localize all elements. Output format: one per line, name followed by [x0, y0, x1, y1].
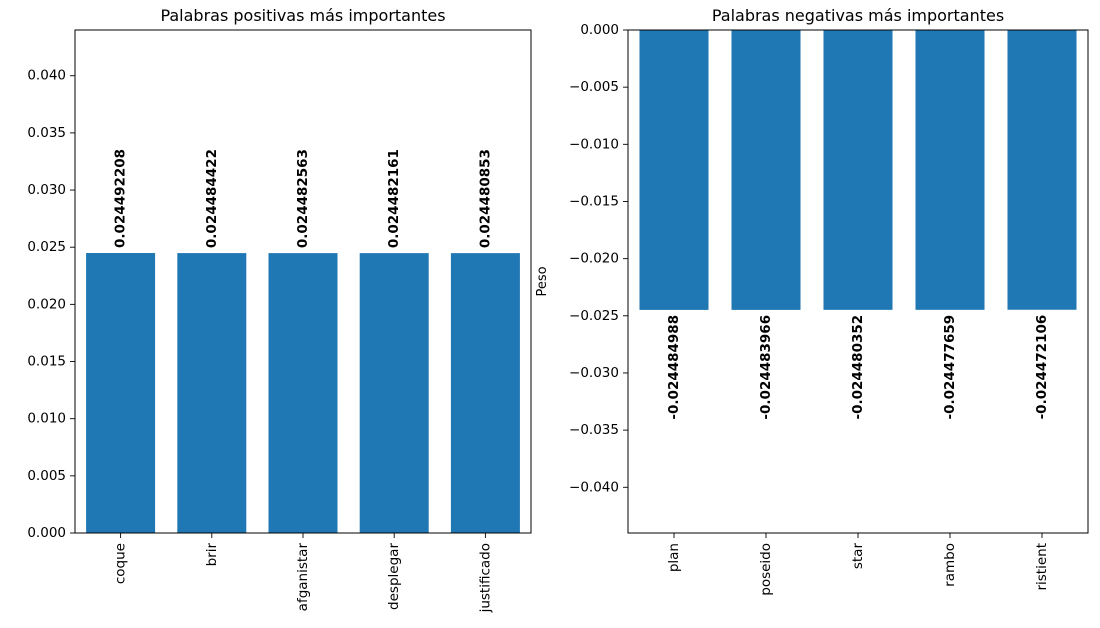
- positive-words-chart: Palabras positivas más importantes 0.024…: [27, 6, 532, 613]
- bar: [177, 253, 247, 533]
- y-tick-label: 0.025: [27, 239, 66, 255]
- bar: [639, 30, 709, 310]
- y-axis-label: Peso: [535, 266, 550, 296]
- bar: [915, 30, 985, 310]
- data-label: 0.024492208: [113, 149, 129, 248]
- bar: [823, 30, 893, 310]
- data-label: -0.024472106: [1034, 315, 1050, 420]
- bar: [1007, 30, 1077, 310]
- x-tick-label: brir: [204, 543, 220, 567]
- data-label: -0.024484988: [666, 315, 682, 420]
- y-tick-label: 0.020: [27, 296, 66, 312]
- y-tick-label: 0.015: [27, 354, 66, 370]
- y-tick-label: −0.005: [569, 79, 619, 95]
- x-tick-label: star: [850, 543, 866, 570]
- x-tick-label: coque: [113, 543, 129, 584]
- data-label: -0.024483966: [758, 315, 774, 420]
- x-tick-label: ristient: [1034, 543, 1050, 591]
- y-tick-label: 0.005: [27, 468, 66, 484]
- y-tick-label: −0.020: [569, 251, 619, 267]
- negative-words-chart: Palabras negativas más importantes Peso …: [535, 6, 1089, 596]
- bar: [359, 253, 429, 533]
- chart-title: Palabras positivas más importantes: [160, 6, 445, 25]
- y-tick-label: −0.010: [569, 136, 619, 152]
- plot-frame: [74, 29, 532, 534]
- data-label: -0.024480352: [850, 315, 866, 420]
- data-label: 0.024482161: [386, 149, 402, 248]
- x-tick-label: desplegar: [386, 543, 402, 610]
- x-tick-label: plan: [666, 543, 682, 572]
- y-tick-label: −0.025: [569, 308, 619, 324]
- y-tick-label: 0.000: [580, 22, 619, 38]
- data-label: 0.024482563: [295, 149, 311, 248]
- bar: [731, 30, 801, 310]
- bar: [86, 253, 156, 534]
- y-tick-label: 0.035: [27, 125, 66, 141]
- x-tick-label: poseido: [758, 543, 774, 596]
- chart-title: Palabras negativas más importantes: [712, 6, 1004, 25]
- x-tick-label: justificado: [477, 543, 493, 613]
- x-tick-label: afganistar: [295, 543, 311, 612]
- bar: [268, 253, 338, 533]
- data-label: 0.024480853: [477, 149, 493, 248]
- plot-frame: [627, 29, 1089, 534]
- y-tick-label: −0.015: [569, 193, 619, 209]
- bar: [450, 253, 520, 533]
- y-tick-label: 0.010: [27, 411, 66, 427]
- y-tick-label: 0.000: [27, 525, 66, 541]
- data-label: 0.024484422: [204, 149, 220, 248]
- y-tick-label: −0.040: [569, 479, 619, 495]
- y-tick-label: −0.035: [569, 422, 619, 438]
- y-tick-label: −0.030: [569, 365, 619, 381]
- x-tick-label: rambo: [942, 543, 958, 587]
- y-tick-label: 0.040: [27, 68, 66, 84]
- data-label: -0.024477659: [942, 315, 958, 420]
- y-tick-label: 0.030: [27, 182, 66, 198]
